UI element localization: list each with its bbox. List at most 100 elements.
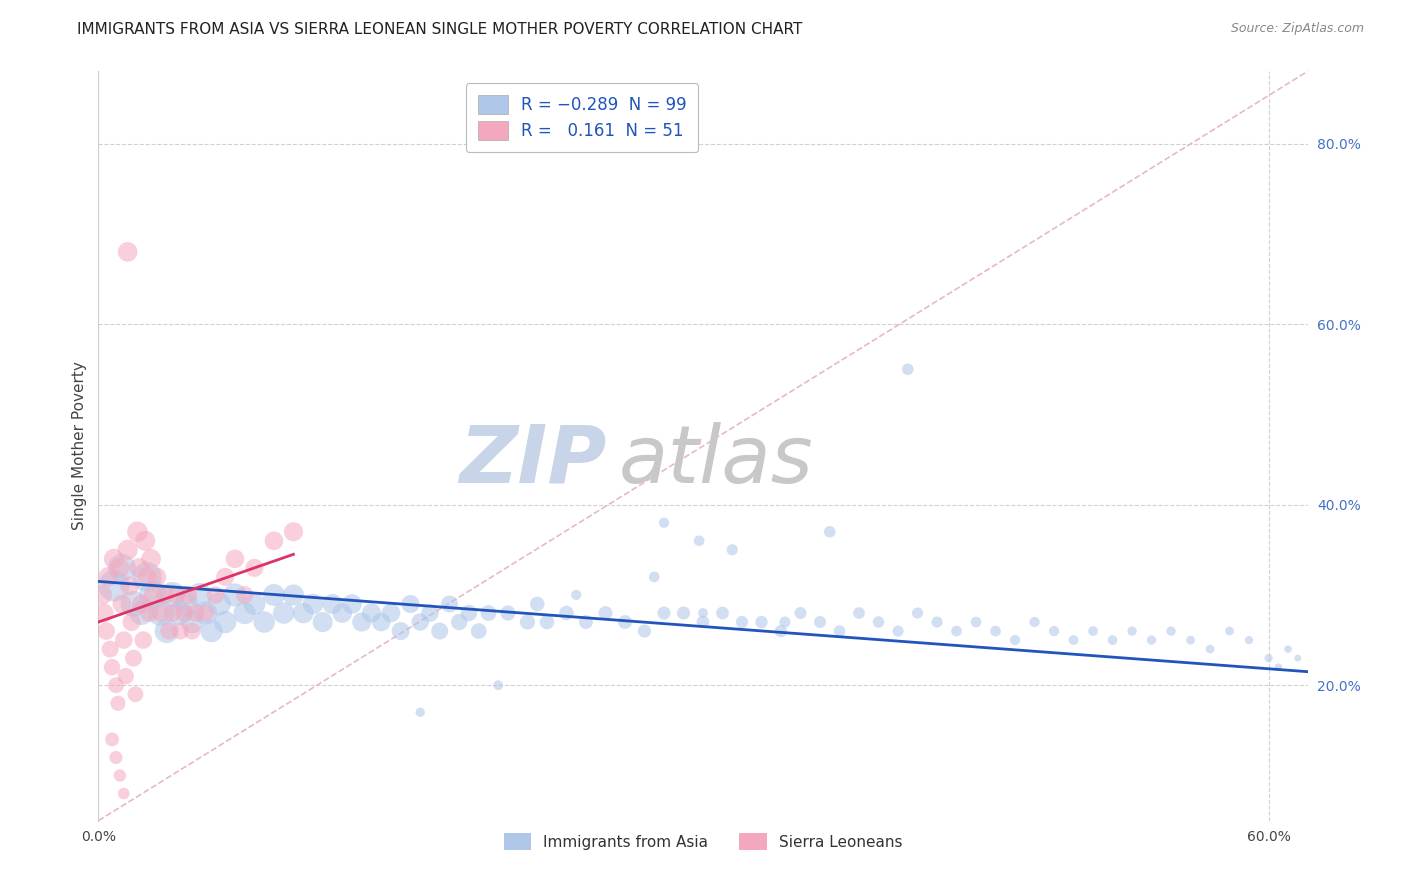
Point — [773, 615, 796, 629]
Point — [721, 542, 744, 557]
Point — [194, 606, 217, 620]
Point — [769, 624, 792, 638]
Point — [1277, 642, 1299, 657]
Point — [1024, 615, 1046, 629]
Point — [169, 606, 191, 620]
Point — [984, 624, 1007, 638]
Point — [848, 606, 870, 620]
Point — [1043, 624, 1066, 638]
Point — [458, 606, 481, 620]
Point — [103, 579, 125, 593]
Point — [208, 597, 231, 611]
Point — [112, 633, 135, 648]
Point — [692, 615, 714, 629]
Point — [945, 624, 967, 638]
Point — [692, 606, 714, 620]
Point — [98, 642, 121, 657]
Point — [124, 687, 146, 701]
Point — [828, 624, 851, 638]
Point — [134, 533, 156, 548]
Point — [688, 533, 710, 548]
Text: ZIP: ZIP — [458, 422, 606, 500]
Point — [162, 606, 184, 620]
Point — [122, 597, 145, 611]
Point — [808, 615, 831, 629]
Point — [330, 606, 353, 620]
Point — [181, 615, 204, 629]
Point — [263, 588, 285, 602]
Point — [897, 362, 920, 376]
Point — [108, 561, 131, 575]
Point — [1160, 624, 1182, 638]
Point — [419, 606, 441, 620]
Point — [887, 624, 910, 638]
Point — [1219, 624, 1241, 638]
Point — [389, 624, 412, 638]
Point — [127, 524, 149, 539]
Point — [575, 615, 598, 629]
Point — [122, 651, 145, 665]
Point — [789, 606, 811, 620]
Point — [149, 606, 172, 620]
Point — [204, 588, 226, 602]
Point — [439, 597, 461, 611]
Point — [214, 570, 236, 584]
Point — [496, 606, 519, 620]
Point — [253, 615, 276, 629]
Point — [302, 597, 325, 611]
Point — [1257, 651, 1279, 665]
Point — [157, 624, 180, 638]
Point — [169, 624, 191, 638]
Point — [283, 588, 305, 602]
Point — [1081, 624, 1104, 638]
Point — [128, 561, 150, 575]
Point — [111, 597, 134, 611]
Point — [263, 533, 285, 548]
Point — [101, 732, 124, 747]
Point — [104, 678, 127, 692]
Legend: Immigrants from Asia, Sierra Leoneans: Immigrants from Asia, Sierra Leoneans — [496, 825, 910, 858]
Point — [751, 615, 773, 629]
Point — [1199, 642, 1222, 657]
Point — [131, 606, 153, 620]
Point — [1267, 660, 1289, 674]
Point — [526, 597, 548, 611]
Point — [188, 588, 211, 602]
Point — [1180, 633, 1202, 648]
Point — [243, 561, 266, 575]
Point — [1004, 633, 1026, 648]
Point — [107, 696, 129, 710]
Point — [146, 570, 169, 584]
Point — [111, 561, 134, 575]
Point — [243, 597, 266, 611]
Point — [380, 606, 402, 620]
Point — [486, 678, 509, 692]
Point — [516, 615, 538, 629]
Point — [177, 588, 200, 602]
Point — [104, 750, 127, 764]
Point — [360, 606, 382, 620]
Point — [142, 588, 165, 602]
Point — [121, 615, 143, 629]
Point — [200, 624, 222, 638]
Point — [165, 588, 187, 602]
Point — [1237, 633, 1260, 648]
Point — [174, 597, 197, 611]
Point — [117, 542, 139, 557]
Point — [555, 606, 578, 620]
Point — [118, 579, 141, 593]
Point — [818, 524, 841, 539]
Point — [1121, 624, 1143, 638]
Point — [925, 615, 948, 629]
Point — [117, 244, 139, 259]
Point — [399, 597, 422, 611]
Point — [194, 606, 217, 620]
Point — [224, 552, 246, 566]
Point — [132, 633, 155, 648]
Point — [96, 624, 118, 638]
Point — [652, 516, 675, 530]
Point — [233, 588, 256, 602]
Point — [409, 615, 432, 629]
Point — [114, 669, 136, 683]
Point — [595, 606, 617, 620]
